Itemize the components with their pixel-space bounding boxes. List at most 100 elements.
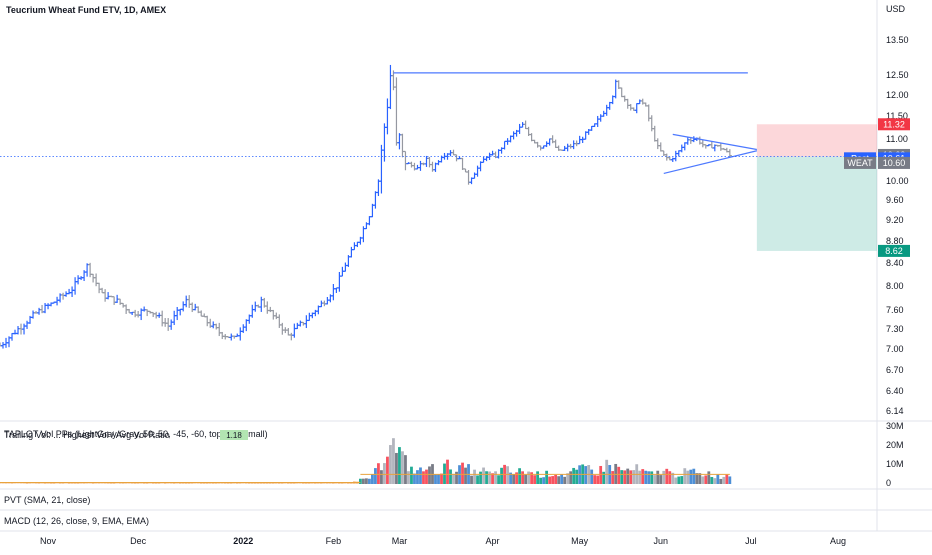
volume-bar: [5, 483, 8, 484]
volume-bar: [335, 483, 338, 484]
volume-bar: [311, 483, 314, 484]
volume-bar: [692, 469, 695, 484]
volume-bar: [77, 483, 80, 484]
volume-bar: [389, 445, 392, 484]
volume-bar: [617, 467, 620, 484]
volume-bar: [236, 483, 239, 484]
volume-bar: [668, 471, 671, 484]
volume-bar: [473, 470, 476, 484]
volume-bar: [362, 479, 365, 484]
volume-bar: [134, 483, 137, 484]
volume-bar: [26, 483, 29, 484]
time-tick-label: Jul: [745, 536, 757, 546]
volume-bar: [197, 483, 200, 484]
volume-bar: [56, 483, 59, 484]
volume-bar: [83, 483, 86, 484]
time-tick-label: Mar: [392, 536, 408, 546]
volume-bar: [665, 469, 668, 484]
position-reward-zone[interactable]: [757, 157, 877, 251]
price-tick-label: 7.60: [886, 305, 904, 315]
volume-bar: [35, 483, 38, 484]
price-tick-label: 9.60: [886, 195, 904, 205]
volume-bar: [92, 483, 95, 484]
time-tick-label: Dec: [130, 536, 147, 546]
volume-bar: [653, 475, 656, 484]
volume-bar: [59, 483, 62, 484]
volume-bar: [479, 472, 482, 484]
price-tick-label: 8.40: [886, 258, 904, 268]
volume-bar: [80, 483, 83, 484]
macd-legend[interactable]: MACD (12, 26, close, 9, EMA, EMA): [4, 516, 149, 526]
volume-bar: [410, 467, 413, 484]
volume-bar: [146, 483, 149, 484]
time-tick-label: May: [571, 536, 589, 546]
volume-bar: [143, 483, 146, 484]
price-axis[interactable]: 13.5012.5012.0011.5011.0010.009.609.208.…: [886, 35, 909, 416]
volume-bar: [53, 483, 56, 484]
price-tick-label: 7.00: [886, 344, 904, 354]
volume-bar: [224, 483, 227, 484]
volume-bar: [548, 477, 551, 484]
volume-bar: [149, 483, 152, 484]
position-risk-zone[interactable]: [757, 124, 877, 156]
volume-bar: [644, 471, 647, 484]
volume-bar: [650, 471, 653, 484]
volume-bar: [350, 483, 353, 484]
volume-bar: [452, 474, 455, 484]
volume-bar: [68, 483, 71, 484]
volume-bar: [701, 476, 704, 484]
volume-bar: [518, 468, 521, 484]
volume-bar: [131, 483, 134, 484]
volume-bar: [446, 460, 449, 484]
volume-bar: [611, 471, 614, 484]
volume-bar: [689, 470, 692, 484]
volume-axis-label-0: 0: [886, 478, 891, 488]
long-position-tool[interactable]: [757, 124, 877, 251]
volume-bar: [449, 469, 452, 484]
volume-bar: [29, 483, 32, 484]
volume-bar: [686, 471, 689, 484]
volume-bar: [569, 471, 572, 484]
volume-bar: [242, 483, 245, 484]
volume-bar: [512, 474, 515, 484]
volume-bar: [485, 471, 488, 484]
volume-bar: [551, 476, 554, 484]
volume-bar: [245, 483, 248, 484]
volume-bar: [110, 483, 113, 484]
volume-bar: [296, 483, 299, 484]
volume-bar: [380, 470, 383, 484]
volume-bar: [98, 483, 101, 484]
volume-bar: [383, 463, 386, 484]
volume-bar: [101, 483, 104, 484]
volume-bar: [239, 483, 242, 484]
volume-bar: [251, 483, 254, 484]
volume-bar: [563, 477, 566, 484]
volume-bar: [566, 473, 569, 484]
price-tick-label: 6.40: [886, 386, 904, 396]
volume-bar: [233, 483, 236, 484]
price-tag-value: 10.60: [883, 158, 906, 168]
pvt-legend[interactable]: PVT (SMA, 21, close): [4, 495, 90, 505]
volume-bar: [398, 447, 401, 484]
chart-title: Teucrium Wheat Fund ETV, 1D, AMEX: [6, 5, 166, 15]
volume-bar: [86, 483, 89, 484]
volume-bar: [386, 457, 389, 484]
volume-bar: [230, 483, 233, 484]
volume-bar: [116, 483, 119, 484]
volume-axis-label-10m: 10M: [886, 459, 904, 469]
price-tick-label: 7.30: [886, 324, 904, 334]
price-tick-label: 12.00: [886, 90, 909, 100]
volume-bar: [125, 483, 128, 484]
volume-bar: [482, 468, 485, 484]
triangle-lower-line[interactable]: [664, 151, 757, 174]
volume-bar: [683, 468, 686, 484]
volume-bar: [470, 476, 473, 484]
volume-bar: [14, 483, 17, 484]
time-tick-label: Nov: [40, 536, 57, 546]
volume-bar: [206, 483, 209, 484]
volume-bar: [278, 483, 281, 484]
volume-bar: [368, 479, 371, 484]
volume-bar: [527, 472, 530, 484]
